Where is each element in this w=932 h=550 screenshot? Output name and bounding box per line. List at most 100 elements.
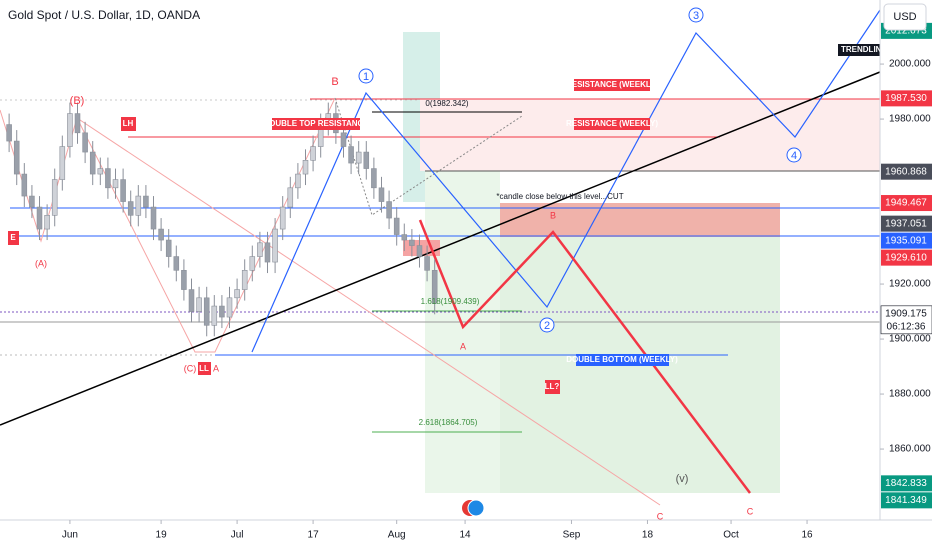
candle-body xyxy=(173,256,180,271)
annotation: 2 xyxy=(544,320,550,332)
candle-body xyxy=(120,179,126,202)
y-tick-label: 2000.000 xyxy=(889,59,931,70)
candle-body xyxy=(249,256,256,271)
price-badge-label: 1909.175 xyxy=(885,308,927,319)
wave-line xyxy=(0,97,336,353)
candle-body xyxy=(431,270,438,304)
candle-body xyxy=(143,195,149,208)
candle-body xyxy=(424,256,430,271)
candle-body xyxy=(295,173,301,189)
price-badge xyxy=(881,195,932,212)
x-tick-label: Aug xyxy=(388,530,406,541)
price-badge-label: 1960.868 xyxy=(885,166,927,177)
candle-body xyxy=(348,146,354,164)
candle-body xyxy=(416,245,423,257)
resistance-zone xyxy=(420,99,880,171)
price-badge-label: 1929.610 xyxy=(885,252,927,263)
price-badge-label: 1935.091 xyxy=(885,235,927,246)
stop-zone xyxy=(500,203,780,237)
price-badge xyxy=(881,163,932,180)
annotation: B xyxy=(550,210,556,220)
annotation: B xyxy=(331,76,338,88)
price-badge-label: 1949.467 xyxy=(885,198,927,209)
annotation: E xyxy=(10,233,16,242)
candle-body xyxy=(165,239,172,257)
candle-body xyxy=(287,187,294,208)
annotation: LL? xyxy=(545,382,560,391)
wave-circle xyxy=(688,7,704,23)
currency-label: USD xyxy=(893,11,916,23)
wave-circle xyxy=(539,317,555,333)
annotation: 4 xyxy=(791,150,797,162)
candle-body xyxy=(59,146,66,180)
candle-body xyxy=(401,234,408,241)
tag-box xyxy=(198,362,211,375)
price-axis xyxy=(880,0,932,550)
candle-body xyxy=(82,132,88,153)
price-badge-label: 1842.833 xyxy=(885,478,927,489)
candle-body xyxy=(226,297,233,318)
candle-body xyxy=(378,187,385,202)
candle-body xyxy=(29,195,35,208)
candle-body xyxy=(6,124,12,142)
candle-body xyxy=(127,201,134,216)
candle-body xyxy=(158,228,164,241)
annotation: RESISTANCE (WEEKLY) xyxy=(566,119,658,128)
x-tick-label: Jun xyxy=(62,530,78,541)
candle-body xyxy=(279,206,286,230)
price-badge-label: 2012.073 xyxy=(885,26,927,37)
tag-box xyxy=(576,354,669,366)
candle-body xyxy=(97,168,104,175)
annotation: (B) xyxy=(70,95,85,107)
annotation: LL xyxy=(199,364,209,373)
candle-body xyxy=(393,217,400,235)
x-tick-label: 18 xyxy=(642,530,654,541)
tag-box xyxy=(545,380,560,394)
annotation: TRENDLINE ( xyxy=(841,45,892,54)
tag-box xyxy=(8,231,19,245)
wave-circle xyxy=(358,68,374,84)
annotation: *candle close below this level...CUT xyxy=(496,192,623,201)
annotation: 1.618(1909.439) xyxy=(421,297,480,306)
annotation: C xyxy=(747,506,754,516)
candle-body xyxy=(264,242,271,263)
candle-body xyxy=(150,206,157,230)
candle-body xyxy=(302,160,309,175)
candle-body xyxy=(188,289,195,312)
candle-body xyxy=(36,206,43,230)
currency-button[interactable] xyxy=(883,3,927,31)
candle-body xyxy=(105,168,111,189)
candle-body xyxy=(257,242,263,257)
x-tick-label: Jul xyxy=(231,530,244,541)
y-tick-label: 1920.000 xyxy=(889,279,931,290)
candle-body xyxy=(340,132,347,147)
x-tick-label: Sep xyxy=(563,530,581,541)
annotation: LH xyxy=(123,119,134,128)
y-tick-label: 1900.000 xyxy=(889,334,931,345)
x-tick-label: 19 xyxy=(156,530,168,541)
event-icon[interactable] xyxy=(467,499,485,517)
annotation: DOUBLE BOTTOM (WEEKLY) xyxy=(566,355,678,364)
price-badge-label: 1937.051 xyxy=(885,218,927,229)
tag-box xyxy=(574,79,650,91)
candle-body xyxy=(51,179,58,216)
tag-box xyxy=(121,117,136,131)
annotation: 1 xyxy=(363,71,369,83)
fib-base xyxy=(334,97,523,216)
trendline xyxy=(0,71,881,426)
candle-body xyxy=(211,305,218,326)
price-badge xyxy=(881,249,932,266)
candle-body xyxy=(13,140,20,175)
annotation: A xyxy=(213,363,219,373)
tag-box xyxy=(272,118,360,130)
candle-body xyxy=(409,239,415,246)
x-tick-label: 17 xyxy=(308,530,320,541)
tag-box xyxy=(574,118,650,130)
price-badge xyxy=(880,305,932,335)
candles xyxy=(6,102,438,337)
candle-body xyxy=(386,201,392,219)
x-tick-label: Oct xyxy=(723,530,739,541)
annotation: (v) xyxy=(676,473,689,485)
